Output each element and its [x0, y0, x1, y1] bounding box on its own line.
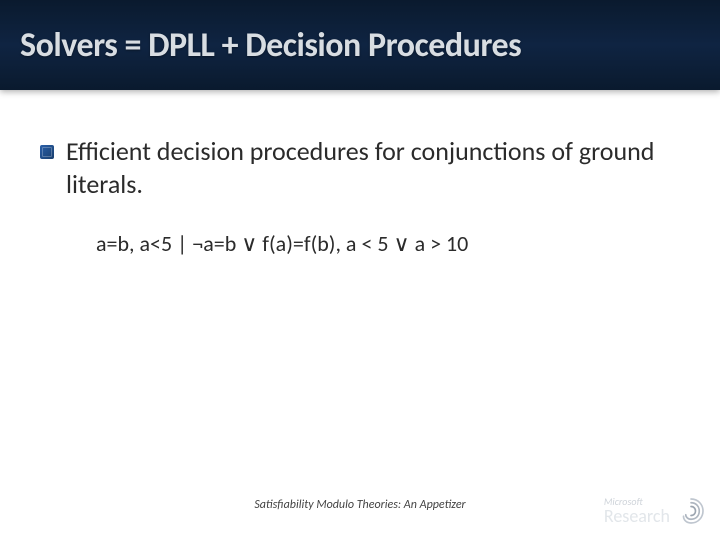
slide-title: Solvers = DPLL + Decision Procedures — [20, 25, 521, 66]
logo-text: Microsoft Research — [604, 497, 670, 525]
bullet-row: Efficient decision procedures for conjun… — [40, 135, 680, 200]
logo-product: Research — [604, 507, 670, 525]
title-bar: Solvers = DPLL + Decision Procedures — [0, 0, 720, 90]
bullet-icon — [40, 145, 54, 159]
research-swirl-icon — [676, 496, 706, 526]
bullet-text: Efficient decision procedures for conjun… — [66, 135, 680, 200]
formula-text: a=b, a<5 | ¬a=b ∨ f(a)=f(b), a < 5 ∨ a >… — [40, 230, 680, 257]
microsoft-research-logo: Microsoft Research — [604, 496, 706, 526]
slide-content: Efficient decision procedures for conjun… — [0, 90, 720, 257]
